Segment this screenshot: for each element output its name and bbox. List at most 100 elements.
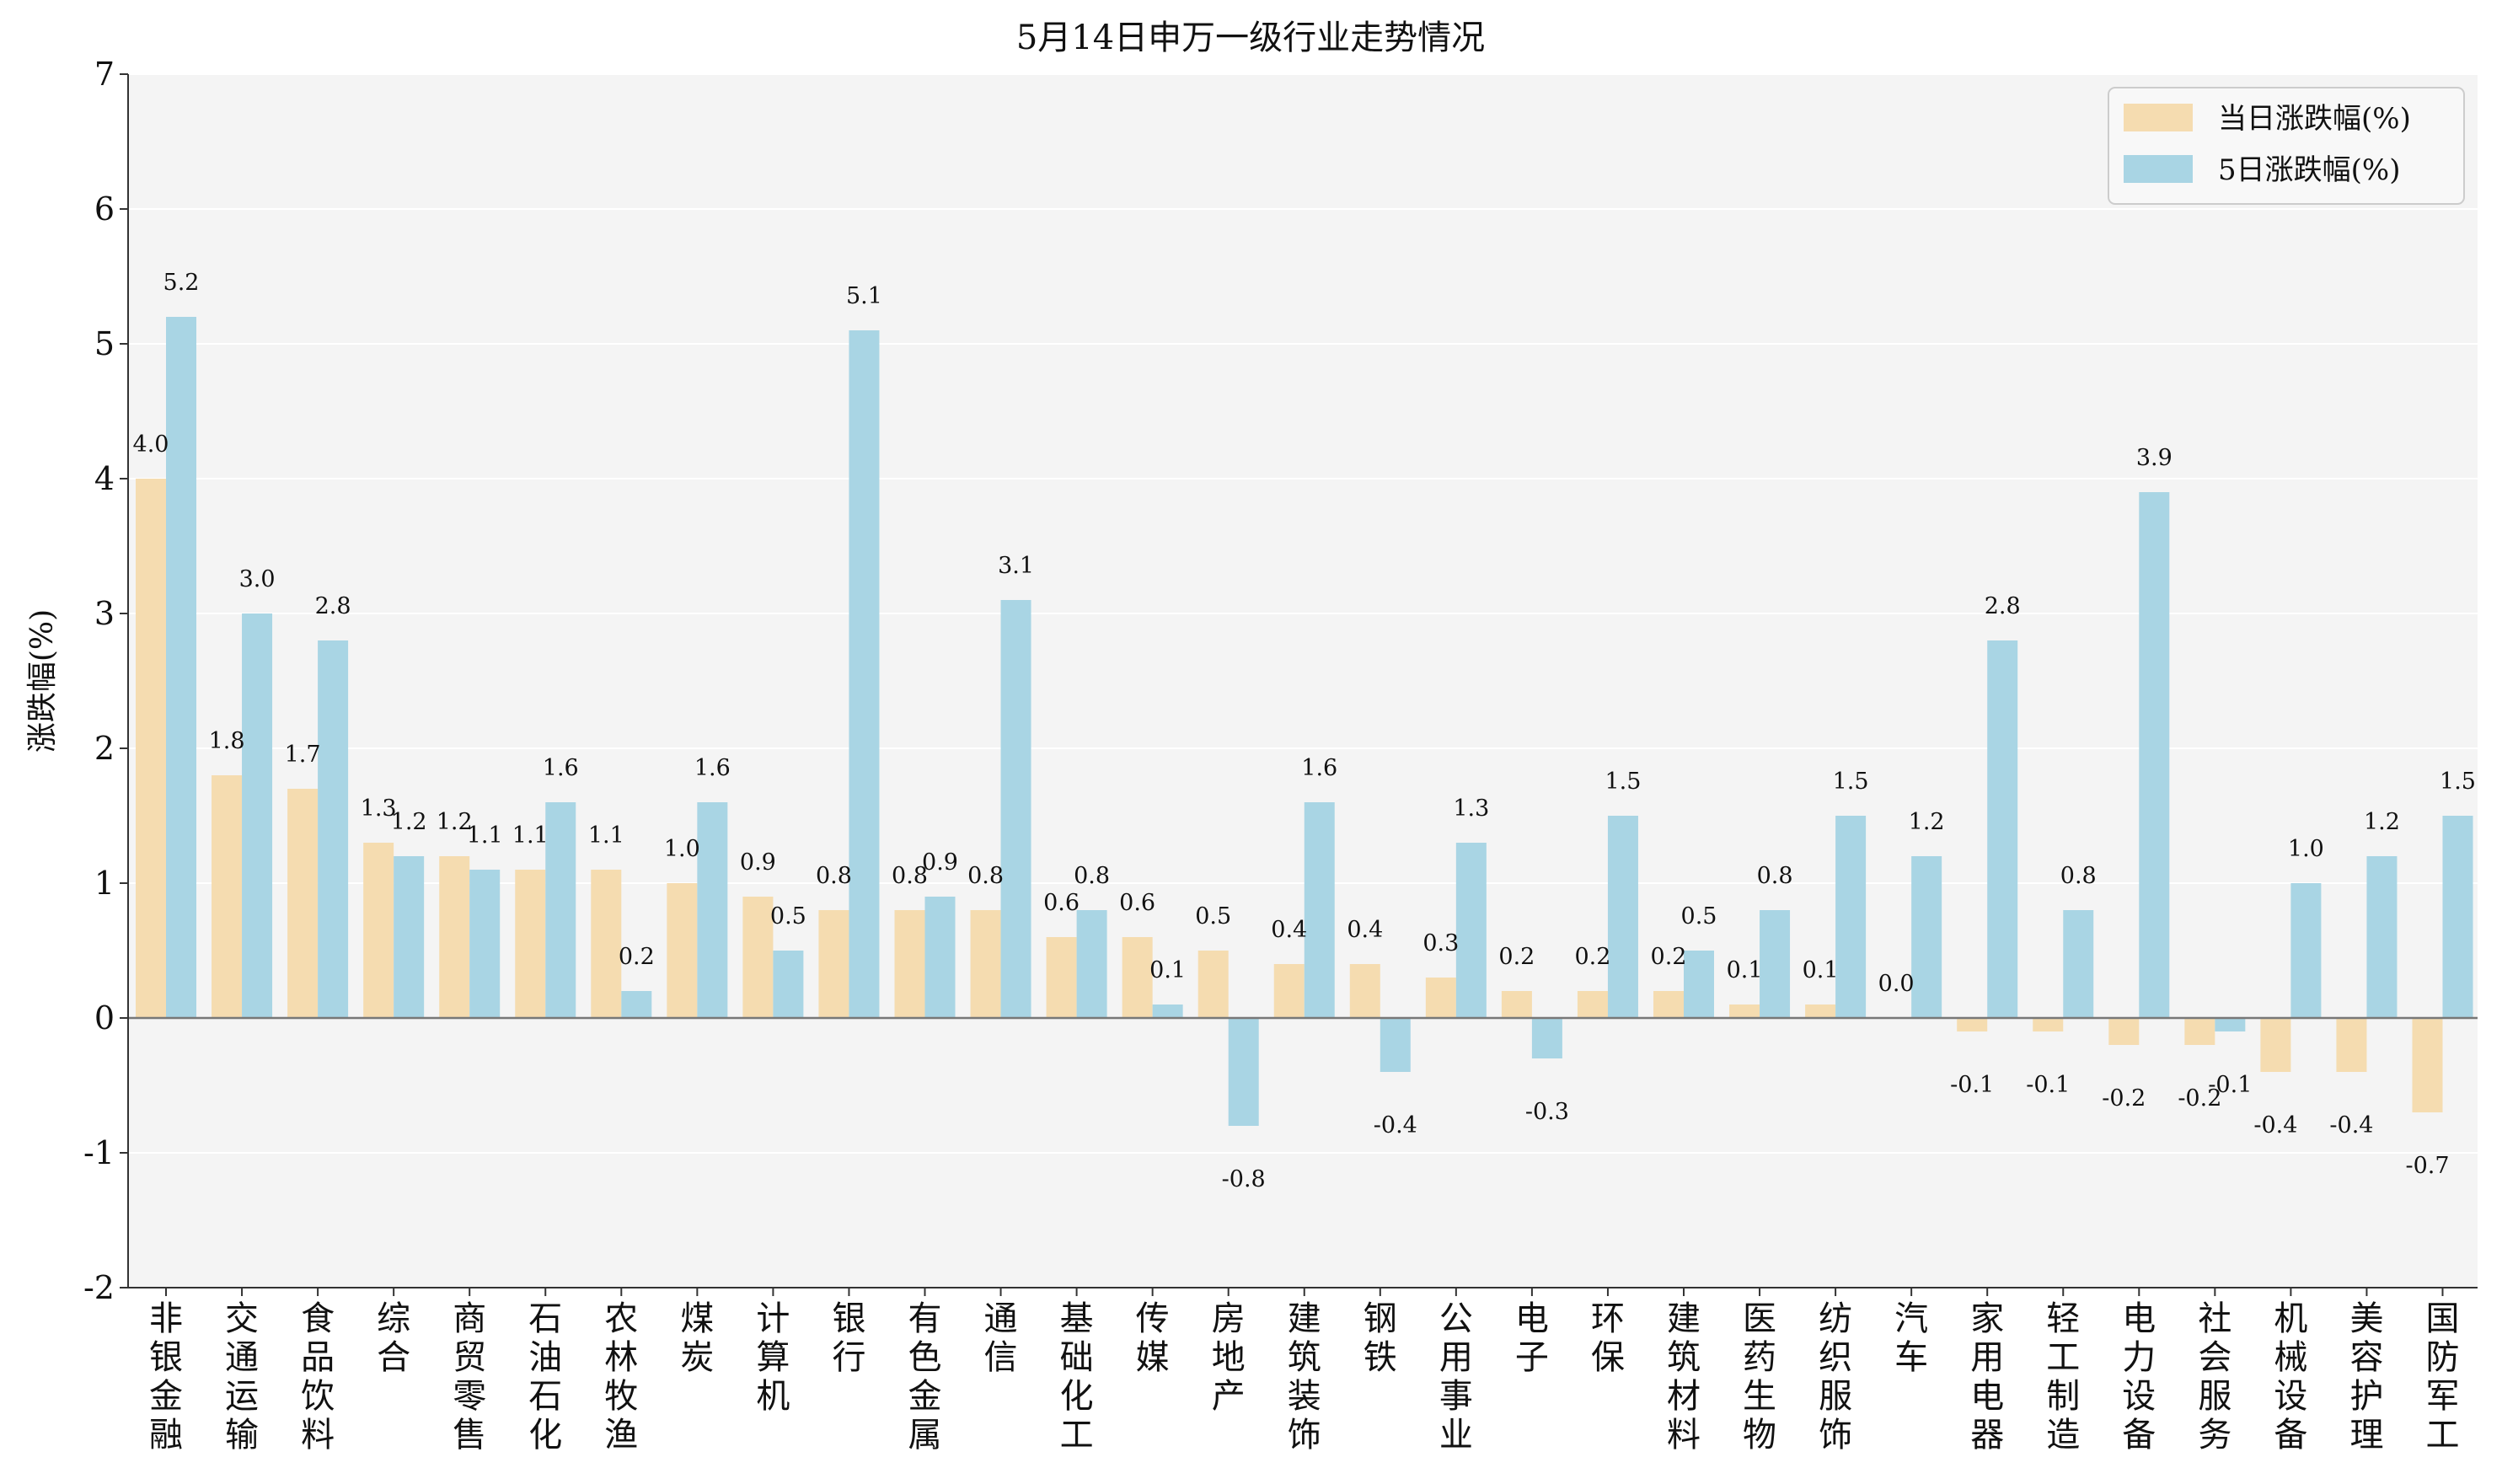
bar-daily-6	[515, 870, 546, 1018]
label-daily-23: 0.1	[1803, 957, 1839, 983]
label-daily-20: 0.2	[1574, 944, 1610, 970]
label-daily-21: 0.2	[1651, 944, 1687, 970]
label-5day-27: 3.9	[2136, 445, 2173, 471]
bar-5day-19	[1531, 1018, 1562, 1058]
bar-daily-15	[1197, 951, 1229, 1018]
y-tick-label: -1	[83, 1134, 115, 1171]
bar-5day-20	[1607, 816, 1638, 1018]
label-daily-31: -0.7	[2405, 1153, 2449, 1179]
x-category-label: 美容护理	[2349, 1299, 2383, 1455]
x-category-label: 建筑材料	[1667, 1299, 1701, 1455]
bar-daily-10	[818, 910, 849, 1018]
label-daily-17: 0.4	[1347, 917, 1383, 943]
label-5day-22: 0.8	[1757, 863, 1793, 889]
chart-title: 5月14日申万一级行业走势情况	[1016, 19, 1485, 57]
bar-5day-6	[545, 802, 576, 1018]
y-tick-label: -2	[83, 1269, 115, 1306]
label-daily-19: 0.2	[1498, 944, 1535, 970]
x-category-label: 电子	[1515, 1299, 1549, 1377]
x-category-label: 农林牧渔	[604, 1299, 638, 1455]
x-category-label: 社会服务	[2198, 1299, 2231, 1455]
bar-daily-16	[1273, 964, 1305, 1018]
legend-box	[2108, 87, 2465, 205]
y-tick-label: 7	[94, 56, 115, 93]
bar-daily-26	[2033, 1018, 2064, 1031]
label-daily-6: 1.1	[512, 822, 549, 849]
bar-daily-18	[1425, 978, 1456, 1018]
bar-5day-13	[1076, 910, 1107, 1018]
bar-5day-25	[1987, 640, 2018, 1018]
bar-daily-2	[212, 775, 243, 1018]
bar-5day-16	[1304, 802, 1335, 1018]
x-category-label: 传媒	[1136, 1299, 1170, 1377]
bar-daily-27	[2108, 1018, 2140, 1045]
bar-daily-29	[2260, 1018, 2291, 1072]
bar-daily-12	[970, 910, 1001, 1018]
bar-daily-5	[439, 856, 470, 1018]
label-5day-15: -0.8	[1222, 1166, 1266, 1192]
legend-label-2: 5日涨跌幅(%)	[2218, 153, 2400, 187]
label-daily-11: 0.8	[892, 863, 928, 889]
x-category-label: 电力设备	[2122, 1299, 2156, 1455]
bar-daily-31	[2412, 1018, 2443, 1112]
bar-5day-8	[697, 802, 728, 1018]
y-tick-label: 4	[94, 460, 115, 497]
x-category-label: 非银金融	[149, 1299, 183, 1455]
x-category-label: 环保	[1591, 1299, 1625, 1377]
label-5day-10: 5.1	[846, 283, 882, 309]
label-5day-14: 0.1	[1149, 957, 1186, 983]
plot-area	[128, 74, 2478, 1288]
label-daily-24: 0.0	[1878, 971, 1915, 997]
x-category-label: 医药生物	[1743, 1299, 1776, 1455]
legend: 当日涨跌幅(%) 5日涨跌幅(%)	[2108, 87, 2465, 205]
label-daily-15: 0.5	[1195, 903, 1231, 930]
bar-daily-20	[1577, 991, 1608, 1018]
bar-daily-7	[591, 870, 622, 1018]
axes-layer	[120, 73, 2478, 1296]
bar-daily-8	[667, 883, 698, 1018]
bar-5day-21	[1684, 951, 1714, 1018]
label-5day-9: 0.5	[770, 903, 806, 930]
x-category-label: 食品饮料	[301, 1299, 335, 1455]
y-tick-label: 2	[94, 730, 115, 767]
label-5day-24: 1.2	[1909, 809, 1945, 835]
bar-5day-24	[1911, 856, 1942, 1018]
label-daily-3: 1.7	[285, 742, 321, 768]
label-5day-2: 3.0	[239, 566, 276, 592]
label-5day-4: 1.2	[391, 809, 427, 835]
x-category-label: 银行	[832, 1299, 865, 1377]
bar-5day-14	[1152, 1005, 1183, 1018]
label-daily-4: 1.3	[361, 796, 397, 822]
x-category-label: 计算机	[756, 1299, 790, 1416]
x-category-label: 商贸零售	[453, 1299, 486, 1455]
bar-5day-22	[1760, 910, 1791, 1018]
label-daily-28: -0.2	[2178, 1085, 2221, 1112]
x-category-label: 房地产	[1212, 1299, 1246, 1416]
x-category-label: 纺织服饰	[1819, 1299, 1852, 1455]
y-tick-labels: -2 -1 0 1 2 3 4 5 6 7	[83, 56, 115, 1306]
x-category-label: 汽车	[1894, 1299, 1928, 1377]
y-axis-label: 涨跌幅(%)	[25, 609, 60, 753]
bar-5day-17	[1380, 1018, 1411, 1072]
label-5day-25: 2.8	[1985, 593, 2021, 619]
y-tick-label: 3	[94, 595, 115, 632]
bar-daily-4	[363, 843, 394, 1018]
label-daily-9: 0.9	[740, 849, 776, 876]
data-labels-layer: 4.01.81.71.31.21.1 1.11.00.90.8 0.8 0.80.6 0…	[133, 270, 2476, 1192]
label-daily-29: -0.4	[2253, 1112, 2297, 1138]
label-daily-2: 1.8	[209, 728, 245, 754]
label-5day-7: 0.2	[619, 944, 655, 970]
x-category-label: 石油石化	[528, 1299, 562, 1455]
label-daily-16: 0.4	[1271, 917, 1307, 943]
x-category-label: 综合	[377, 1299, 410, 1377]
label-daily-26: -0.1	[2026, 1072, 2070, 1098]
label-5day-18: 1.3	[1453, 796, 1489, 822]
label-daily-1: 4.0	[133, 431, 169, 458]
bar-daily-21	[1653, 991, 1684, 1018]
bar-5day-27	[2139, 492, 2170, 1018]
bar-daily-22	[1729, 1005, 1760, 1018]
label-5day-30: 1.2	[2364, 809, 2400, 835]
label-5day-28: -0.1	[2208, 1072, 2252, 1098]
label-5day-20: 1.5	[1605, 769, 1641, 795]
